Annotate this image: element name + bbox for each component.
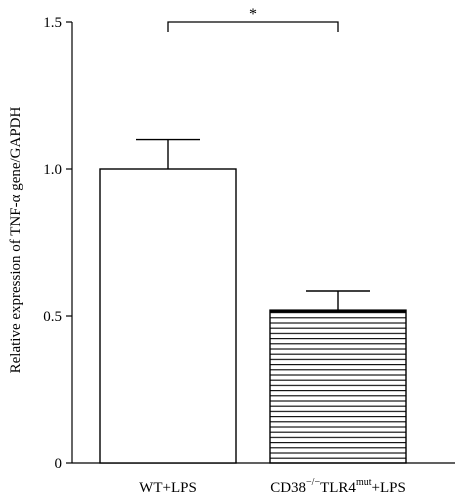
significance-line (167, 21, 339, 32)
y-tick-label: 1.5 (43, 15, 62, 31)
x-tick-label-part: TLR4 (320, 480, 356, 496)
bar (99, 168, 237, 464)
bars (99, 168, 407, 464)
error-bars (136, 138, 370, 311)
x-tick-label: WT+LPS (139, 480, 197, 496)
bar (269, 309, 407, 464)
x-tick-label: CD38−/−TLR4mut+LPS (270, 477, 406, 496)
significance-bracket: * (167, 6, 339, 32)
x-tick-label-part: WT+LPS (139, 480, 197, 496)
y-tick-label: 0.5 (43, 309, 62, 325)
x-tick-label-part: +LPS (372, 480, 406, 496)
y-tick-label: 0 (55, 456, 63, 472)
y-axis-label: Relative expression of TNF-α gene/GAPDH (8, 106, 24, 373)
significance-label: * (249, 6, 257, 23)
x-tick-label-superscript: mut (356, 477, 372, 488)
x-tick-label-part: CD38 (270, 480, 306, 496)
y-ticks: 0 0.5 1.0 1.5 (43, 15, 72, 472)
x-tick-label-superscript: −/− (306, 477, 320, 488)
x-tick-labels: WT+LPS CD38−/−TLR4mut+LPS (139, 477, 406, 496)
y-tick-label: 1.0 (43, 162, 62, 178)
